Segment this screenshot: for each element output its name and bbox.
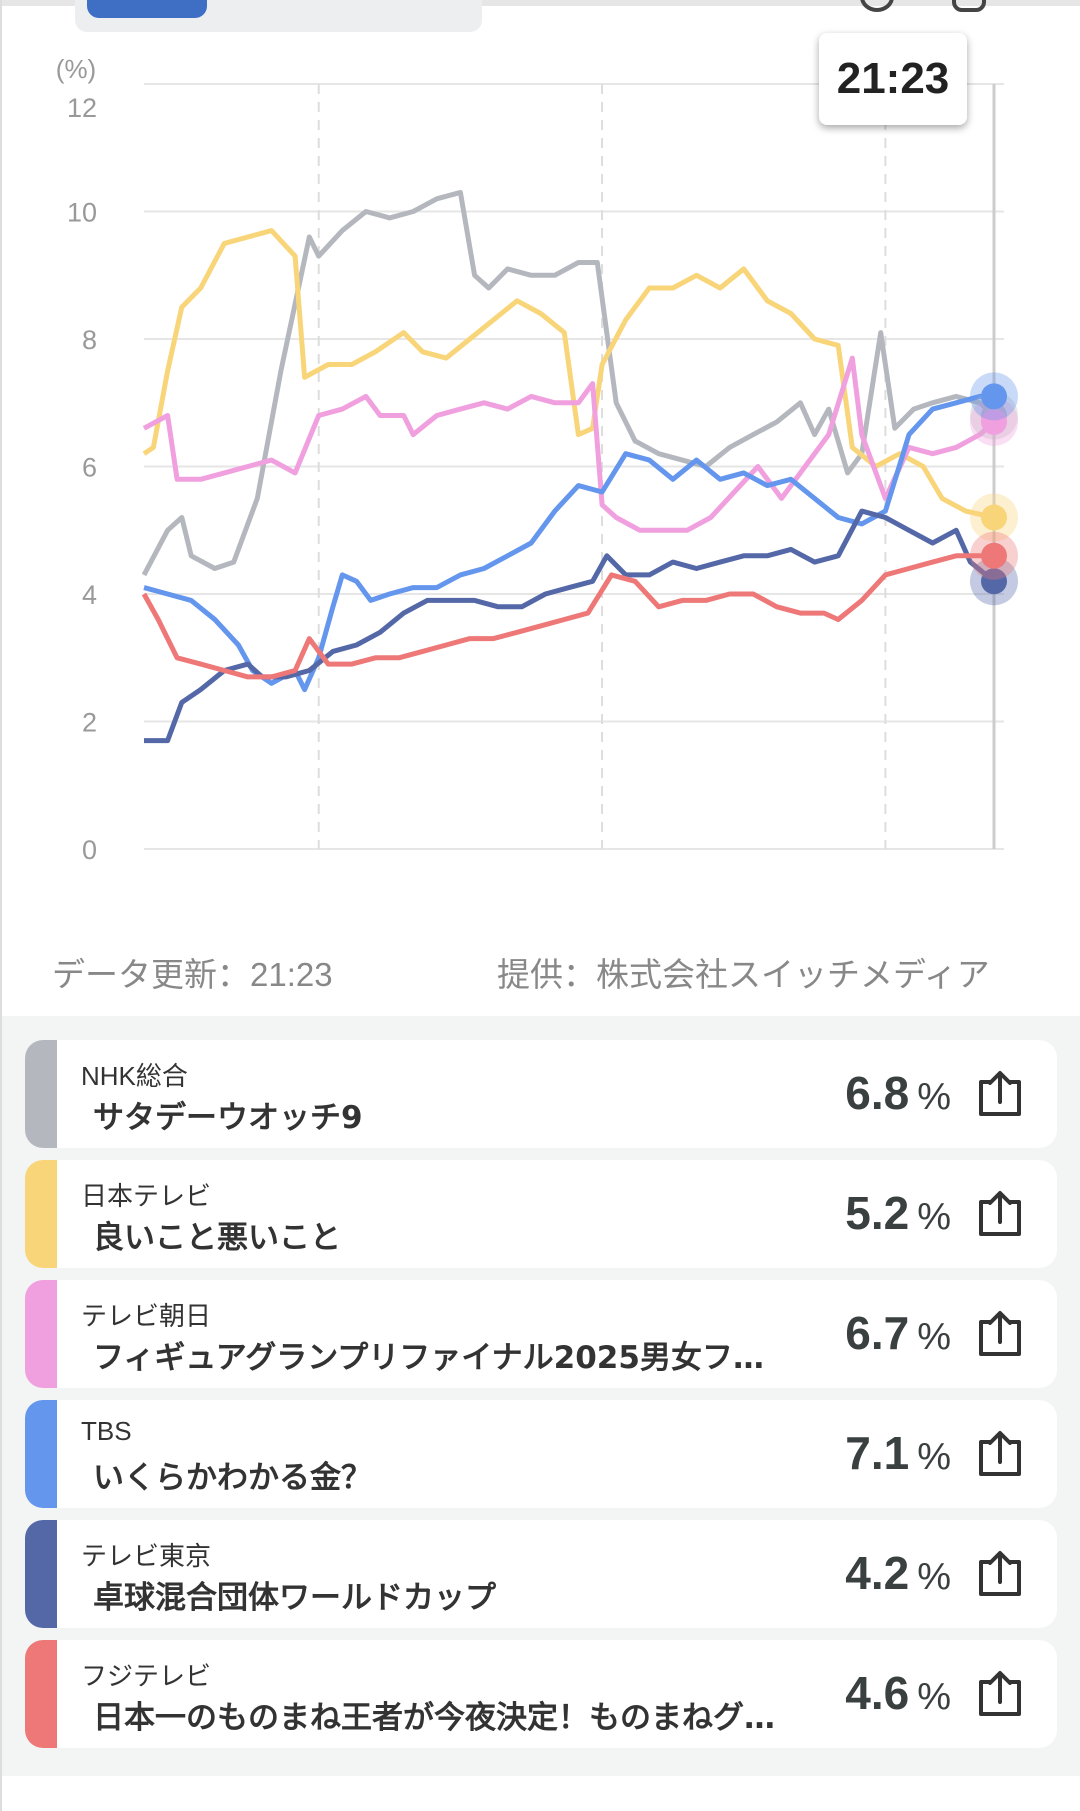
rating-value: 4.2% [845,1546,951,1600]
rating-number: 5.2 [845,1187,910,1239]
rating-number: 4.6 [845,1667,910,1719]
series-marker-fuji [981,542,1007,569]
channel-name: 日本テレビ [81,1181,212,1211]
rating-unit: % [917,1676,951,1718]
program-title: いくらかわかる金？ [93,1460,372,1496]
rating-value: 5.2% [845,1186,951,1240]
cursor-time-tooltip: 21:23 [819,33,967,125]
program-title: 卓球混合団体ワールドカップ [93,1580,496,1616]
rating-value: 6.7% [845,1306,951,1360]
series-line-asahi [142,355,996,533]
top-divider [2,0,1080,6]
channel-card[interactable]: TBS いくらかわかる金？ 7.1% [25,1400,1057,1508]
program-title: 良いこと悪いこと [93,1220,341,1256]
y-axis-label: (%) [56,54,96,84]
share-icon[interactable] [977,1550,1023,1598]
channel-color-bar [25,1640,57,1748]
channel-card[interactable]: NHK総合 サタデーウオッチ9 6.8% [25,1040,1057,1148]
rating-number: 6.7 [845,1307,910,1359]
rating-number: 4.2 [845,1547,910,1599]
rating-unit: % [917,1076,951,1118]
rating-unit: % [917,1556,951,1598]
series-line-fuji [141,553,994,680]
channel-card[interactable]: 日本テレビ 良いこと悪いこと 5.2% [25,1160,1057,1268]
y-tick-label: 4 [82,580,97,610]
y-tick-label: 2 [82,708,97,738]
tab-switcher[interactable] [75,0,482,32]
channel-color-bar [25,1040,57,1148]
ratings-chart: 0 2 4 6 8 10 12 (%) 19:00 20:00 21:00 [56,54,1018,900]
x-tick-label: 21:00 [850,898,920,900]
rating-value: 7.1% [845,1426,951,1480]
share-icon[interactable] [952,0,986,12]
channel-color-bar [25,1520,57,1628]
channel-card[interactable]: フジテレビ 日本一のものまね王者が今夜決定！ものまねグランプリ 4.6% [25,1640,1057,1748]
series-marker-asahi [981,408,1007,435]
rating-unit: % [917,1436,951,1478]
y-tick-label: 10 [67,198,97,228]
series-marker-tbs [981,383,1007,410]
share-icon[interactable] [977,1430,1023,1478]
y-tick-label: 6 [82,453,97,483]
program-title: フィギュアグランプリファイナル2025男女フリー [93,1340,793,1376]
share-icon[interactable] [977,1070,1023,1118]
provider-label: 提供：株式会社スイッチメディア [497,956,990,993]
channel-color-bar [25,1280,57,1388]
rating-unit: % [917,1196,951,1238]
series-line-ntv [142,228,995,520]
channel-card[interactable]: テレビ朝日 フィギュアグランプリファイナル2025男女フリー 6.7% [25,1280,1057,1388]
rating-value: 6.8% [845,1066,951,1120]
channel-name: テレビ東京 [81,1541,212,1571]
series-marker-tx [981,568,1007,595]
channel-name: TBS [81,1416,132,1446]
channel-color-bar [25,1160,57,1268]
y-tick-label: 12 [67,93,97,123]
share-icon[interactable] [977,1310,1023,1358]
rating-number: 6.8 [845,1067,910,1119]
active-tab-indicator [87,0,207,18]
y-tick-label: 8 [82,325,97,355]
y-tick-label: 0 [82,835,97,865]
rating-unit: % [917,1316,951,1358]
rating-number: 7.1 [845,1427,910,1479]
series-marker-ntv [981,504,1007,531]
channel-name: フジテレビ [81,1661,212,1691]
rating-value: 4.6% [845,1666,951,1720]
data-updated-label: データ更新：21:23 [52,956,333,993]
share-icon[interactable] [977,1190,1023,1238]
channel-card[interactable]: テレビ東京 卓球混合団体ワールドカップ 4.2% [25,1520,1057,1628]
program-title: サタデーウオッチ9 [93,1100,363,1136]
series-line-tx [144,508,996,744]
share-icon[interactable] [977,1670,1023,1718]
channel-name: テレビ朝日 [81,1301,212,1331]
channel-color-bar [25,1400,57,1508]
channel-name: NHK総合 [81,1061,188,1091]
x-tick-label: 19:00 [284,898,354,900]
x-tick-label: 20:00 [567,898,637,900]
program-title: 日本一のものまね王者が今夜決定！ものまねグランプリ [93,1700,793,1736]
